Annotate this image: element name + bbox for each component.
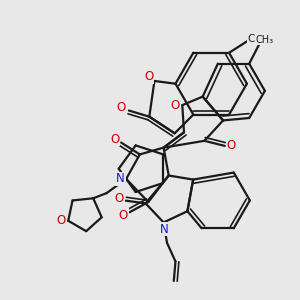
- Text: CH₃: CH₃: [255, 34, 274, 44]
- Text: O: O: [226, 140, 236, 152]
- Text: O: O: [170, 99, 179, 112]
- Text: O: O: [114, 193, 124, 206]
- Text: O: O: [144, 70, 153, 83]
- Text: O: O: [117, 101, 126, 114]
- Text: O: O: [110, 133, 120, 146]
- Text: CH₃: CH₃: [248, 34, 267, 44]
- Text: N: N: [160, 223, 169, 236]
- Text: N: N: [116, 172, 125, 185]
- Text: O: O: [56, 214, 65, 227]
- Text: O: O: [119, 209, 128, 222]
